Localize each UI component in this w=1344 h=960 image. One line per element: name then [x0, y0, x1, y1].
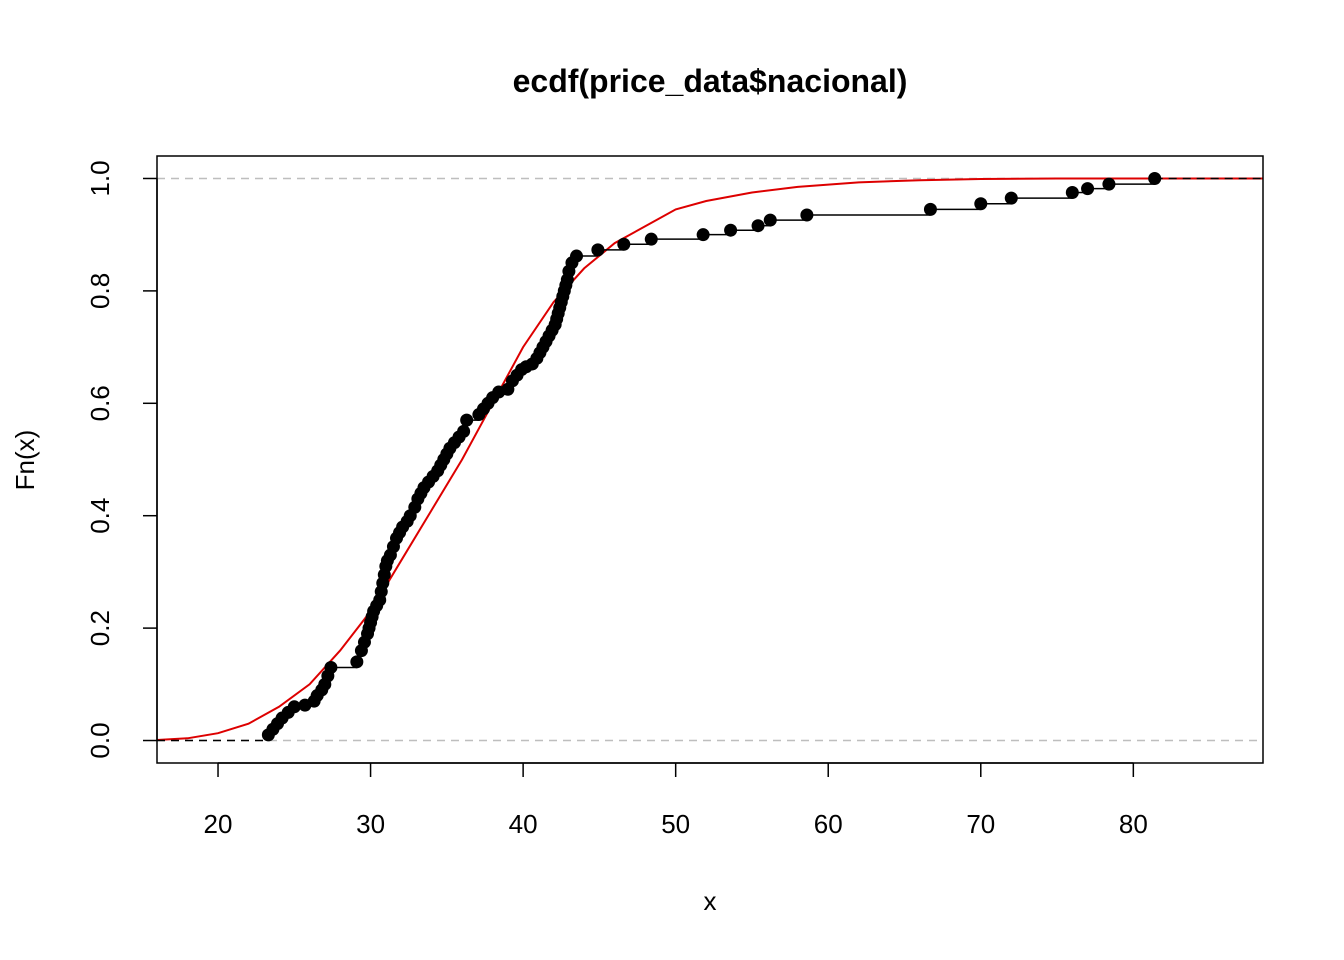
ecdf-point — [617, 237, 631, 251]
fitted-curve — [156, 177, 1263, 741]
y-axis-label: Fn(x) — [10, 430, 40, 491]
x-tick-label: 40 — [509, 809, 538, 839]
fitted-curve-line — [156, 177, 1263, 741]
ecdf-point — [570, 249, 584, 263]
y-tick-label: 0.4 — [85, 498, 115, 534]
ecdf-point — [457, 424, 471, 438]
ecdf-point — [1065, 186, 1079, 200]
ecdf-point — [591, 243, 605, 257]
ecdf-point — [696, 228, 710, 242]
y-tick-label: 0.6 — [85, 385, 115, 421]
ecdf-point — [974, 197, 988, 211]
x-tick-label: 70 — [966, 809, 995, 839]
ecdf-point — [1148, 171, 1162, 185]
y-tick-label: 0.0 — [85, 722, 115, 758]
chart-title: ecdf(price_data$nacional) — [513, 63, 908, 99]
ecdf-steps — [157, 177, 1263, 742]
y-tick-label: 1.0 — [85, 160, 115, 196]
x-axis-label: x — [704, 886, 717, 916]
ecdf-point — [287, 700, 301, 714]
ecdf-point — [1102, 177, 1116, 191]
ecdf-point — [324, 660, 338, 674]
ecdf-point — [763, 213, 777, 227]
ecdf-point — [724, 223, 738, 237]
x-tick-label: 20 — [204, 809, 233, 839]
ecdf-point — [751, 219, 765, 233]
x-tick-label: 30 — [356, 809, 385, 839]
ecdf-point — [800, 208, 814, 222]
y-tick-label: 0.8 — [85, 273, 115, 309]
ecdf-point — [460, 413, 474, 427]
x-tick-label: 50 — [661, 809, 690, 839]
x-tick-label: 60 — [814, 809, 843, 839]
ecdf-point — [1081, 182, 1095, 196]
ecdf-point — [1004, 191, 1018, 205]
ecdf-point — [350, 655, 364, 669]
ecdf-points — [261, 171, 1162, 742]
ecdf-point — [923, 202, 937, 216]
y-axis: 0.0 0.2 0.4 0.6 0.8 1.0 — [85, 160, 158, 759]
x-axis: 20 30 40 50 60 70 80 — [204, 762, 1148, 839]
x-tick-label: 80 — [1119, 809, 1148, 839]
reference-lines — [157, 177, 1263, 742]
y-tick-label: 0.2 — [85, 610, 115, 646]
ecdf-point — [644, 232, 658, 246]
